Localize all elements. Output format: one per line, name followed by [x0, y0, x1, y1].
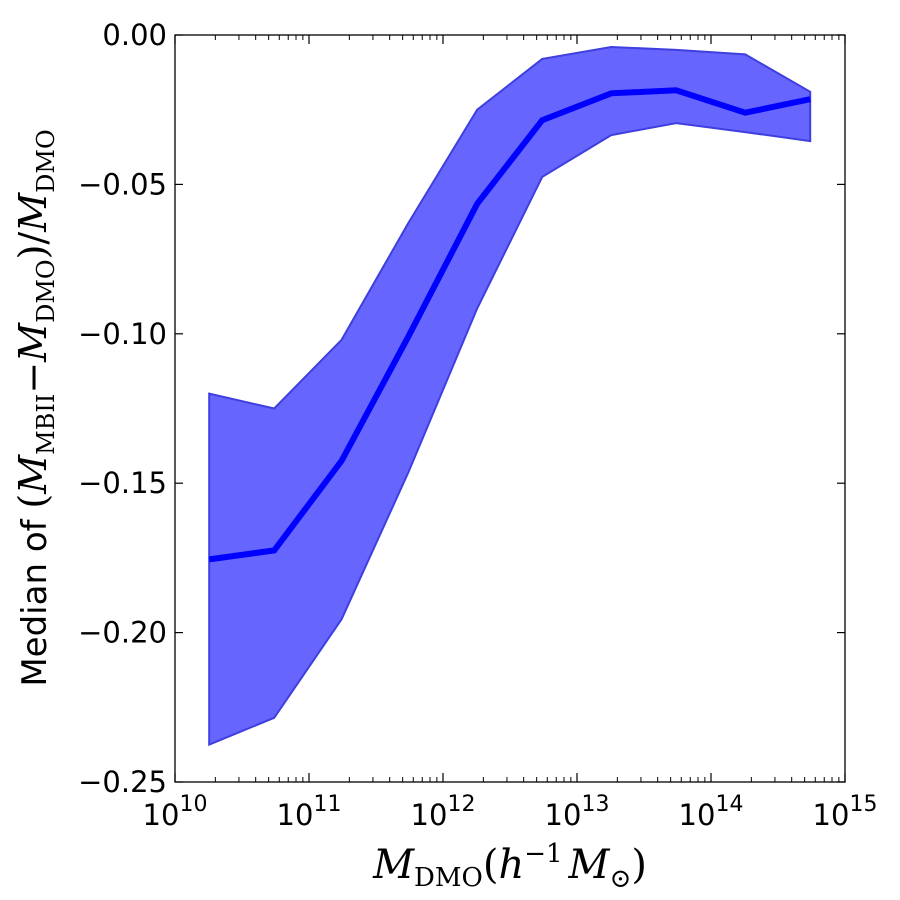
x-tick-label: 1015: [813, 792, 878, 832]
axes-frame: [174, 34, 846, 783]
y-tick-label: −0.05: [78, 167, 167, 201]
median-line: [208, 87, 811, 563]
plot-area: [208, 45, 812, 747]
x-tick-label: 1013: [545, 792, 610, 832]
y-tick-label: −0.25: [78, 765, 167, 799]
y-tick-label: 0.00: [102, 18, 167, 52]
x-tick-label: 1011: [277, 792, 342, 832]
y-tick-label: −0.20: [78, 616, 167, 650]
y-axis-label: Median of (MMBII−MDMO)/MDMO: [11, 129, 60, 686]
x-tick-label: 1014: [679, 792, 744, 832]
y-tick-label: −0.15: [78, 466, 167, 500]
y-tick-label: −0.10: [78, 317, 167, 351]
x-axis-label: MDMO(h−1 M⊙): [372, 839, 647, 894]
percentile-band: [208, 45, 812, 747]
x-tick-label: 1012: [411, 792, 476, 832]
x-tick-label: 1010: [143, 792, 208, 832]
